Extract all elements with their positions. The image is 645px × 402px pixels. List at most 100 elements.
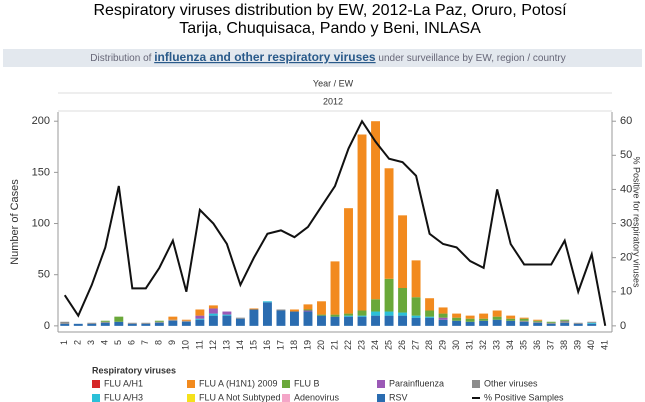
bar-segment (330, 314, 340, 317)
y-tick-label: 150 (32, 166, 50, 178)
bar-segment (303, 311, 313, 326)
bar-segment (208, 313, 218, 316)
y2-tick-label: 50 (620, 149, 632, 161)
y2-axis-label: % Positive for respiratory viruses (632, 156, 642, 288)
column-header: Year / EW (313, 78, 354, 88)
x-tick-label: 17 (275, 340, 285, 350)
bar-segment (168, 316, 178, 320)
bar-segment (154, 322, 164, 326)
x-tick-label: 27 (410, 340, 420, 350)
x-tick-label: 2 (73, 340, 83, 345)
bar-segment (357, 134, 367, 311)
x-tick-label: 6 (127, 340, 137, 345)
bar-segment (276, 309, 286, 311)
bar-segment (100, 321, 110, 323)
legend-label: RSV (389, 392, 408, 402)
x-tick-label: 22 (343, 340, 353, 350)
bar-segment (465, 318, 475, 322)
y-tick-label: 0 (44, 320, 50, 332)
bar-segment (573, 323, 583, 326)
bar-segment (465, 315, 475, 319)
x-tick-label: 30 (451, 340, 461, 350)
bar-segment (546, 321, 556, 323)
legend-swatch (92, 380, 100, 388)
bar-segment (519, 317, 529, 319)
bar-segment (303, 310, 313, 312)
bar-segment (425, 316, 435, 318)
x-tick-label: 29 (437, 340, 447, 350)
bar-segment (303, 304, 313, 310)
legend-label: Other viruses (484, 378, 538, 388)
chart-title: Respiratory viruses distribution by EW, … (93, 2, 567, 19)
x-tick-label: 13 (221, 340, 231, 350)
y-axis-label: Number of Cases (9, 179, 21, 265)
y2-tick-label: 60 (620, 115, 632, 127)
bar-segment (452, 317, 462, 321)
bar-segment (452, 320, 462, 326)
bar-segment (371, 121, 380, 300)
legend-swatch (282, 394, 290, 402)
bar-segment (195, 309, 205, 316)
x-tick-label: 3 (86, 340, 96, 345)
legend-swatch (92, 394, 100, 402)
y-tick-label: 100 (32, 217, 50, 229)
bar-segment (357, 316, 367, 326)
bar-segment (438, 319, 448, 326)
bar-segment (154, 320, 164, 322)
bar-segment (519, 320, 529, 322)
x-tick-label: 32 (478, 340, 488, 350)
bar-segment (114, 316, 124, 322)
legend-label: FLU A/H1 (104, 378, 143, 388)
legend-label: FLU A Not Subtyped (199, 392, 281, 402)
bar-segment (168, 320, 178, 326)
bar-segment (87, 323, 97, 326)
bar-segment (398, 312, 408, 316)
bar-segment (465, 321, 475, 326)
bar-segment (384, 278, 394, 312)
x-tick-label: 7 (140, 340, 150, 345)
x-tick-label: 31 (464, 340, 474, 350)
x-tick-label: 18 (289, 340, 299, 350)
bar-segment (506, 320, 516, 326)
x-tick-label: 37 (546, 340, 556, 350)
legend-title: Respiratory viruses (92, 365, 176, 375)
x-tick-label: 5 (113, 340, 123, 345)
bar-segment (398, 315, 408, 326)
x-tick-label: 21 (329, 340, 339, 350)
bar-segment (519, 321, 529, 326)
bar-segment (492, 316, 502, 320)
bar-segment (357, 315, 367, 317)
bar-segment (168, 319, 178, 321)
chart-title: Tarija, Chuquisaca, Pando y Beni, INLASA (179, 20, 481, 37)
legend-swatch (377, 380, 385, 388)
legend-swatch (377, 394, 385, 402)
x-tick-label: 11 (194, 340, 204, 349)
bar-segment (222, 311, 232, 315)
legend-label: FLU A (H1N1) 2009 (199, 378, 278, 388)
bar-segment (560, 320, 570, 323)
bar-segment (533, 320, 543, 322)
bar-segment (344, 315, 353, 317)
x-tick-label: 14 (235, 340, 245, 350)
bar-segment (425, 310, 435, 317)
legend-swatch (187, 394, 195, 402)
bar-segment (533, 319, 543, 321)
x-tick-label: 33 (492, 340, 502, 350)
legend-label: FLU B (294, 378, 320, 388)
bar-segment (384, 315, 394, 326)
y2-tick-label: 30 (620, 217, 632, 229)
bar-segment (276, 310, 286, 326)
x-tick-label: 26 (397, 340, 407, 350)
bar-segment (371, 315, 380, 326)
x-tick-label: 15 (248, 340, 258, 350)
bar-segment (587, 322, 597, 324)
x-tick-label: 28 (424, 340, 434, 350)
x-tick-label: 35 (519, 340, 529, 350)
x-tick-label: 20 (316, 340, 326, 350)
bar-segment (560, 319, 570, 321)
legend-label: FLU A/H3 (104, 392, 143, 402)
legend-swatch (187, 380, 195, 388)
subtitle: Distribution of influenza and other resp… (90, 50, 565, 64)
legend-swatch (282, 380, 290, 388)
bar-segment (100, 322, 110, 326)
